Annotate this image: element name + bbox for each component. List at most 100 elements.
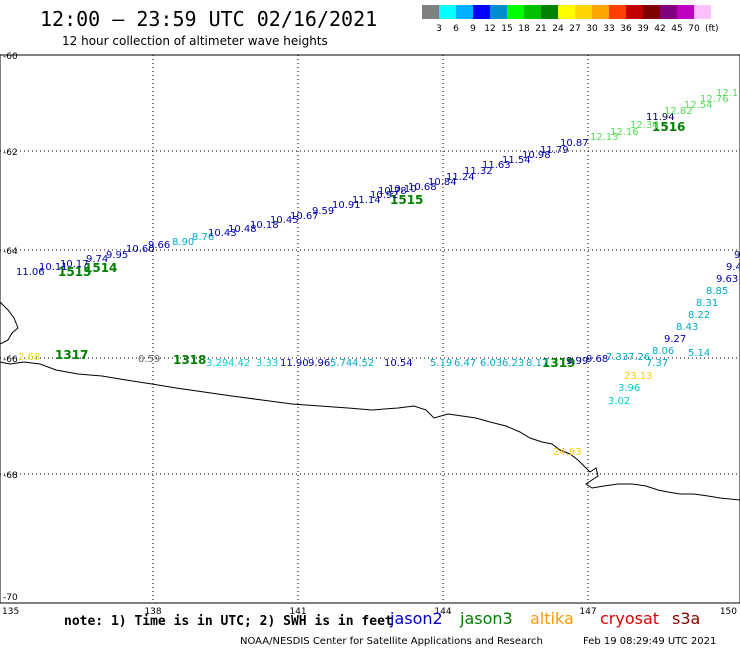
swh-label: 23.13: [624, 371, 653, 382]
swh-label: 8.31: [696, 298, 718, 309]
track-time-label: 1317: [55, 348, 88, 362]
swh-label: 10.48: [228, 224, 257, 235]
lat-label: -62: [3, 148, 18, 158]
swh-label: 8.90: [172, 237, 194, 248]
swh-label: 9.74: [86, 254, 108, 265]
swh-label: 11.24: [446, 172, 475, 183]
swh-label: 12.13: [590, 132, 619, 143]
swh-label: 7.37: [646, 358, 668, 369]
map-frame: [0, 54, 740, 604]
swh-label: 9.66: [148, 240, 170, 251]
lon-label: 138: [144, 607, 161, 617]
track-time-label: 1515: [58, 265, 91, 279]
swh-label: 3.02: [608, 396, 630, 407]
swh-label: 10.11: [39, 262, 68, 273]
swh-label: 10.60: [126, 244, 155, 255]
track-time-label: 1319: [542, 356, 575, 370]
swh-label: 9.96: [308, 358, 330, 369]
legend-unit: (ft): [705, 24, 719, 34]
satellite-name: jason2: [389, 609, 443, 628]
coastline: [0, 301, 740, 501]
satellite-name: altika: [530, 609, 574, 628]
swh-label: 8.85: [706, 286, 728, 297]
track-time-label: 1516: [652, 120, 685, 134]
satellite-name: s3a: [672, 609, 700, 628]
satellite-name: cryosat: [600, 609, 659, 628]
swh-label: 10.78: [378, 186, 407, 197]
swh-label: 5.14: [688, 348, 710, 359]
legend-swatch: [507, 5, 524, 19]
legend-label: 27: [569, 24, 580, 34]
swh-label: 10.54: [384, 358, 413, 369]
lon-label: 150: [720, 607, 737, 617]
lat-label: -66: [3, 355, 18, 365]
swh-label: 11.32: [464, 166, 493, 177]
swh-label: 8.43: [676, 322, 698, 333]
legend-label: 6: [453, 24, 459, 34]
graticule: [0, 55, 740, 603]
swh-label: 3.33: [256, 358, 278, 369]
swh-label: 11.54: [502, 155, 531, 166]
satellite-legend: jason2 jason3 altika cryosat s3a: [389, 609, 700, 628]
legend-swatch: [575, 5, 592, 19]
legend-label: 36: [620, 24, 632, 34]
swh-label: 10.43: [208, 228, 237, 239]
legend-label: 24: [552, 24, 564, 34]
swh-label: 24.93: [553, 447, 582, 458]
legend-swatch: [694, 5, 711, 19]
legend-label: 21: [535, 24, 546, 34]
swh-label: 12.1: [716, 88, 738, 99]
track-time-label: 1318: [173, 353, 206, 367]
lon-label: 147: [579, 607, 596, 617]
lat-label: -70: [3, 593, 18, 603]
swh-label: 8.06: [652, 346, 674, 357]
swh-label: 10.67: [290, 211, 319, 222]
legend-swatch: [677, 5, 694, 19]
swh-label: 10.68: [408, 182, 437, 193]
swh-label: 7.26: [628, 352, 650, 363]
color-legend: 3 6 9 12 15 18 21 24 27 30 33 36 39 42 4…: [422, 5, 719, 34]
swh-label: 5.74: [330, 358, 352, 369]
swh-label: 8.17: [526, 358, 548, 369]
legend-label: 18: [518, 24, 530, 34]
swh-labels: 11.06 10.11 10.17 9.74 9.95 10.60 9.66 8…: [16, 88, 740, 458]
legend-swatch: [524, 5, 541, 19]
track-time-label: 1514: [84, 261, 117, 275]
legend-swatch: [643, 5, 660, 19]
legend-swatch: [541, 5, 558, 19]
swh-label: 12.16: [610, 127, 639, 138]
swh-label: 10.84: [428, 177, 457, 188]
swh-label: 6.03: [480, 358, 502, 369]
lat-label: -68: [3, 471, 18, 481]
legend-label: 9: [470, 24, 476, 34]
legend-swatch: [609, 5, 626, 19]
swh-label: 12.82: [664, 106, 693, 117]
footer-note: note: 1) Time is in UTC; 2) SWH is in fe…: [64, 614, 393, 629]
swh-label: 11.90: [280, 358, 309, 369]
legend-label: 3: [436, 24, 442, 34]
swh-label: 9.27: [664, 334, 686, 345]
legend-label: 30: [586, 24, 598, 34]
legend-label: 15: [501, 24, 512, 34]
swh-label: 4.42: [228, 358, 250, 369]
swh-label: 2.68: [18, 352, 40, 363]
legend-swatch: [592, 5, 609, 19]
swh-label: 11.94: [646, 112, 675, 123]
swh-label: 6.47: [454, 358, 476, 369]
swh-label: 4.52: [352, 358, 374, 369]
legend-label: 33: [603, 24, 614, 34]
swh-label: 10.18: [250, 220, 279, 231]
legend-label: 12: [484, 24, 495, 34]
swh-label: 0.59: [138, 354, 160, 365]
legend-label: 45: [671, 24, 682, 34]
footer-timestamp: Feb 19 08:29:49 UTC 2021: [583, 636, 716, 647]
swh-label: 12.76: [700, 94, 729, 105]
lon-label: 135: [2, 607, 19, 617]
swh-label: 8.76: [192, 232, 214, 243]
legend-swatch: [422, 5, 439, 19]
legend-swatch: [490, 5, 507, 19]
swh-label: 11.79: [540, 145, 569, 156]
swh-label: 9.99: [566, 356, 588, 367]
satellite-name: jason3: [459, 609, 513, 628]
